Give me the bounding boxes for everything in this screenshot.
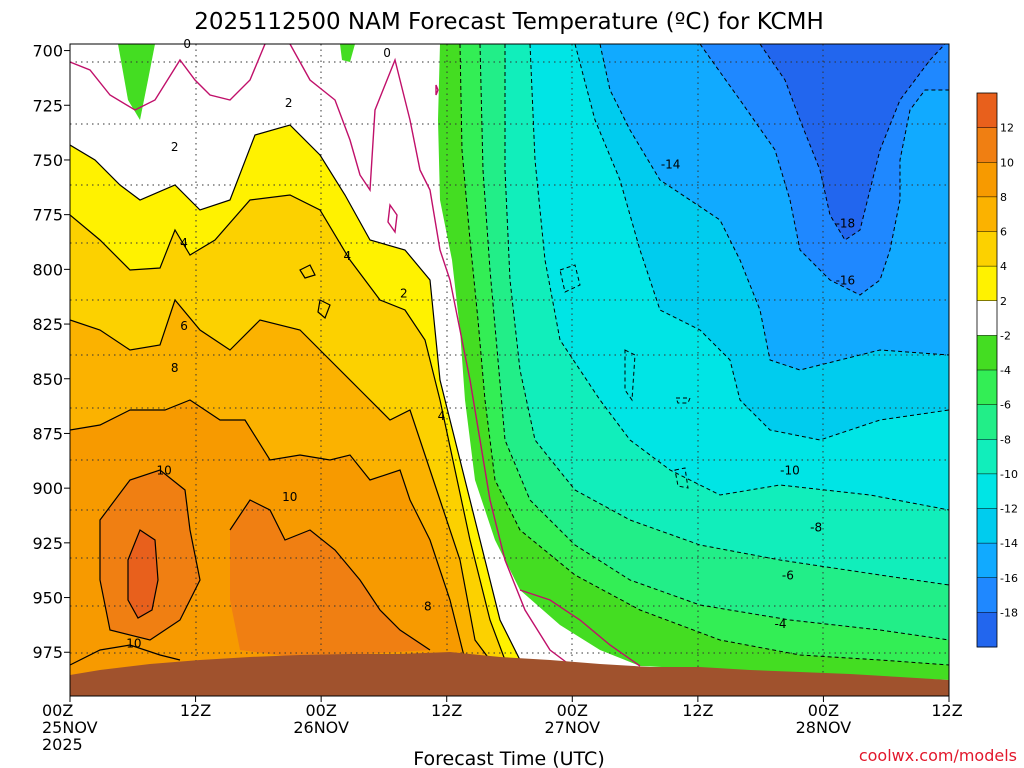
y-tick-label: 900 <box>32 479 63 498</box>
band-10b <box>230 500 430 658</box>
colorbar: 12 10 8 6 4 2 -2 -4 -6 -8 -10 -12 -14 -16 -18 <box>976 92 1018 648</box>
colorbar-swatch <box>977 196 997 232</box>
x-tick-label: 26NOV <box>293 718 349 737</box>
contour-label: 8 <box>424 599 432 613</box>
colorbar-swatch <box>977 439 997 475</box>
contour-label: 4 <box>438 409 446 423</box>
y-tick-label: 700 <box>32 42 63 61</box>
x-tick-label: 28NOV <box>796 718 852 737</box>
colorbar-swatch <box>977 404 997 440</box>
contour-label: -18 <box>836 216 856 230</box>
band-12 <box>128 530 158 618</box>
credit-link[interactable]: coolwx.com/models <box>859 746 1017 765</box>
x-tick-label: 00Z <box>42 701 73 720</box>
contour-label: -14 <box>661 157 681 171</box>
contour-label: 8 <box>171 361 179 375</box>
plot-frame <box>69 43 950 697</box>
y-tick-label: 800 <box>32 260 63 279</box>
y-tick-label: 750 <box>32 151 63 170</box>
colorbar-swatch <box>977 370 997 406</box>
x-tick-label: 12Z <box>180 701 211 720</box>
colorbar-label: 2 <box>1000 295 1007 308</box>
colorbar-swatch <box>977 93 997 129</box>
colorbar-swatch <box>977 266 997 302</box>
colorbar-label: 10 <box>1000 156 1014 169</box>
y-tick-label: 775 <box>32 206 63 225</box>
colorbar-label: -4 <box>1000 364 1011 377</box>
colorbar-label: -12 <box>1000 503 1018 516</box>
contour-label: 4 <box>343 249 351 263</box>
patch-minus-2b <box>340 44 355 62</box>
colorbar-swatch <box>977 127 997 163</box>
colorbar-label: -18 <box>1000 606 1018 619</box>
patch-minus-2a <box>118 44 155 120</box>
colorbar-label: -6 <box>1000 399 1011 412</box>
x-axis-label: Forecast Time (UTC) <box>413 748 604 768</box>
x-tick-label: 12Z <box>431 701 462 720</box>
colorbar-label: -8 <box>1000 433 1011 446</box>
zero-contour <box>70 44 641 667</box>
y-tick-label: 825 <box>32 315 63 334</box>
x-tick-label: 25NOV <box>42 718 98 737</box>
colorbar-swatch <box>977 231 997 267</box>
contour-label: 10 <box>126 636 141 650</box>
colorbar-swatch <box>977 543 997 579</box>
x-tick-label: 12Z <box>682 701 713 720</box>
contour-label: 4 <box>180 236 188 250</box>
contour-label: -8 <box>810 521 822 535</box>
y-axis: 700 725 750 775 800 825 850 875 900 925 950 975 <box>32 42 70 662</box>
contour-label: -16 <box>836 273 856 287</box>
contour-label: 10 <box>157 464 172 478</box>
contour-label: 0 <box>383 46 391 60</box>
y-tick-label: 725 <box>32 96 63 115</box>
contour-label: 2 <box>171 140 179 154</box>
contour-label: 6 <box>180 319 188 333</box>
colorbar-swatch <box>977 612 997 648</box>
colorbar-label: -16 <box>1000 572 1018 585</box>
y-tick-label: 925 <box>32 534 63 553</box>
cold-contours <box>459 44 949 666</box>
colorbar-swatch <box>977 577 997 613</box>
colorbar-label: -2 <box>1000 329 1011 342</box>
band-minus-18 <box>760 44 945 240</box>
x-tick-label: 12Z <box>931 701 962 720</box>
colorbar-label: 8 <box>1000 191 1007 204</box>
colorbar-label: 6 <box>1000 226 1007 239</box>
y-tick-label: 850 <box>32 370 63 389</box>
contour-label: 10 <box>282 490 297 504</box>
x-tick-label: 27NOV <box>544 718 600 737</box>
grid-lines <box>70 44 949 696</box>
contour-label: 0 <box>183 37 191 51</box>
contour-label: 2 <box>400 286 408 300</box>
temperature-field <box>70 44 949 696</box>
colorbar-swatch <box>977 300 997 336</box>
contour-label: -4 <box>775 617 787 631</box>
contour-labels: 0 0 2 2 4 4 2 6 8 4 10 10 8 10 -14 -18 -16 -10 -8 -6 -4 <box>126 37 856 650</box>
warm-contours <box>70 124 521 666</box>
colorbar-swatch <box>977 335 997 371</box>
x-tick-label: 00Z <box>808 701 839 720</box>
colorbar-label: -14 <box>1000 537 1018 550</box>
contour-label: -10 <box>780 464 800 478</box>
y-tick-label: 950 <box>32 589 63 608</box>
y-tick-label: 975 <box>32 643 63 662</box>
x-tick-label: 2025 <box>42 735 83 754</box>
y-tick-label: 875 <box>32 424 63 443</box>
contour-label: -6 <box>782 569 794 583</box>
colorbar-label: -10 <box>1000 468 1018 481</box>
colorbar-swatch <box>977 162 997 198</box>
contour-label: 2 <box>285 96 293 110</box>
colorbar-swatch <box>977 473 997 509</box>
colorbar-label: 4 <box>1000 260 1007 273</box>
colorbar-swatch <box>977 508 997 544</box>
ground-fill <box>70 652 949 696</box>
x-tick-label: 00Z <box>305 701 336 720</box>
x-tick-label: 00Z <box>557 701 588 720</box>
chart-title: 2025112500 NAM Forecast Temperature (ºC)… <box>194 9 824 35</box>
colorbar-label: 12 <box>1000 122 1014 135</box>
